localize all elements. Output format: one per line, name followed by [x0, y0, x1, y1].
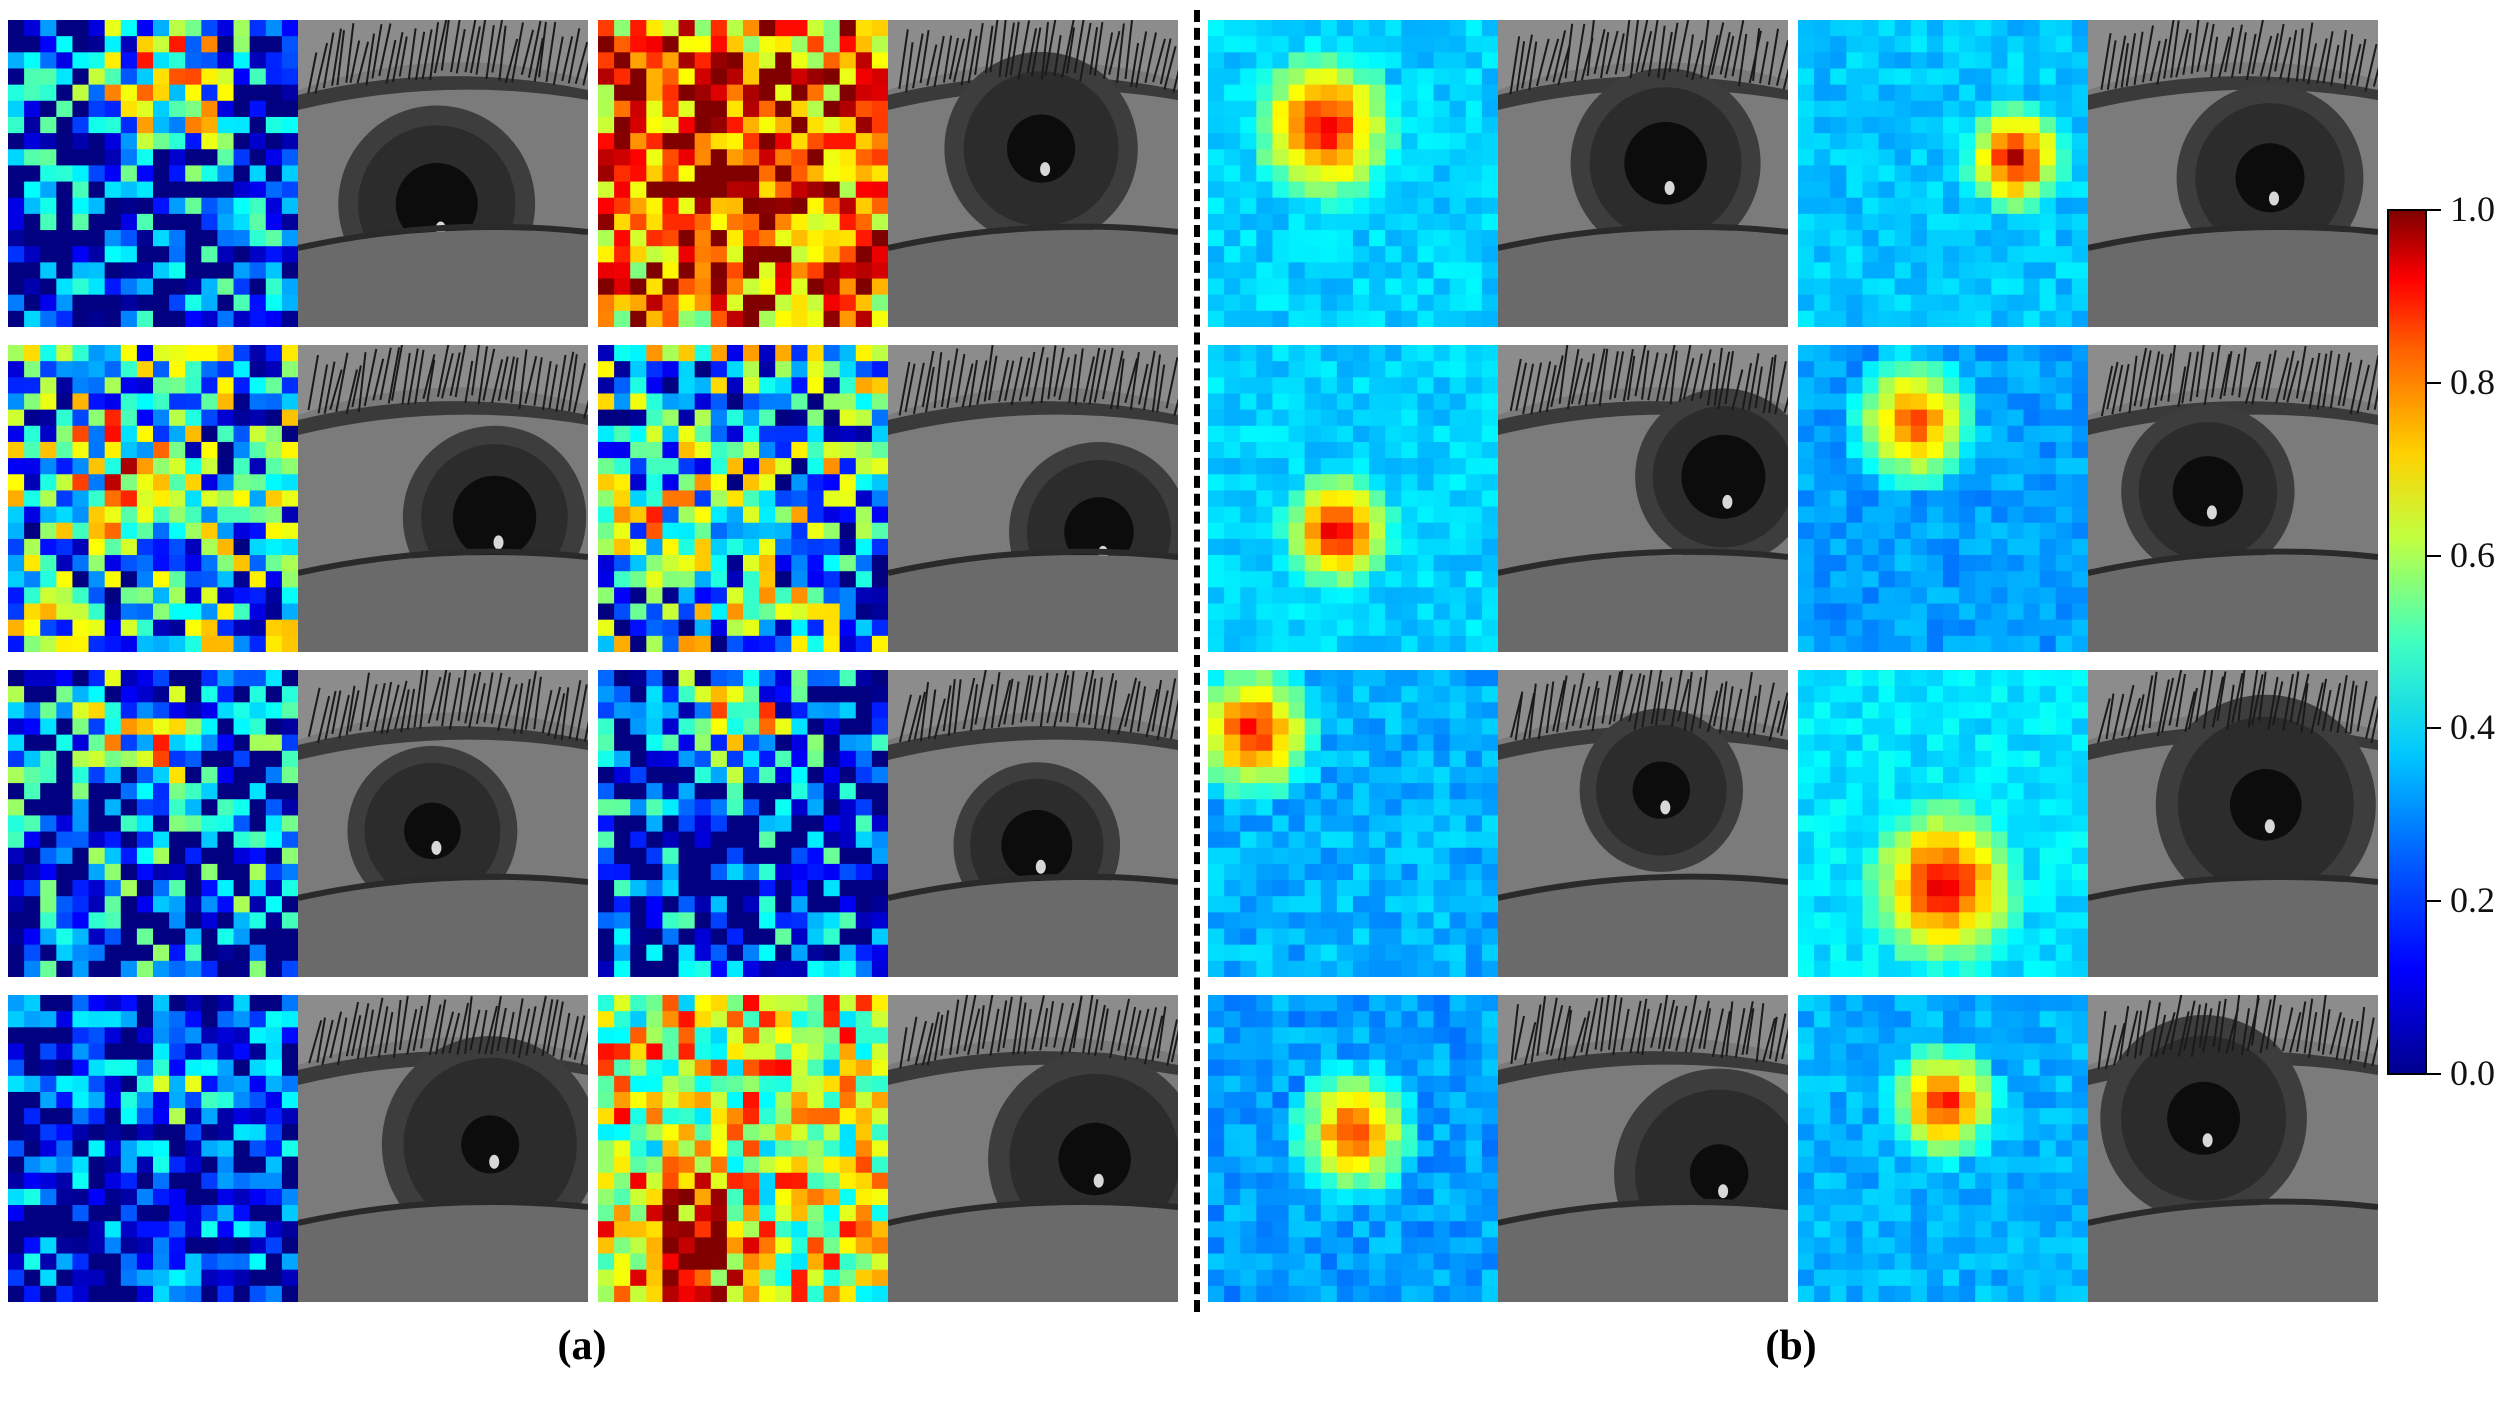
colorbar-tick-label: 0.0	[2450, 1053, 2495, 1093]
group-divider	[1194, 10, 1200, 1312]
eye-image-panel	[298, 20, 588, 327]
colorbar-tick	[2427, 381, 2441, 384]
colorbar-tick-label: 0.2	[2450, 880, 2495, 921]
colorbar-tick	[2427, 727, 2441, 730]
heatmap-panel	[1208, 345, 1498, 652]
heatmap-panel	[1798, 345, 2088, 652]
heatmap-panel	[8, 995, 298, 1302]
heatmap-panel	[1208, 670, 1498, 977]
eye-image-panel	[298, 345, 588, 652]
eye-image-panel	[888, 995, 1178, 1302]
heatmap-panel	[1208, 20, 1498, 327]
eye-image-panel	[1498, 20, 1788, 327]
heatmap-panel	[1798, 995, 2088, 1302]
colorbar-tick-label: 0.8	[2450, 361, 2495, 402]
heatmap-panel	[8, 20, 298, 327]
eye-image-panel	[888, 345, 1178, 652]
colorbar-tick-label: 0.6	[2450, 534, 2495, 575]
eye-image-panel	[1498, 995, 1788, 1302]
caption-a: (a)	[557, 1323, 607, 1369]
colorbar	[2387, 209, 2427, 1075]
heatmap-panel	[598, 670, 888, 977]
heatmap-panel	[1798, 20, 2088, 327]
heatmap-panel	[1798, 670, 2088, 977]
colorbar-tick	[2427, 900, 2441, 903]
heatmap-panel	[8, 345, 298, 652]
eye-image-panel	[2088, 670, 2378, 977]
colorbar-tick	[2427, 554, 2441, 557]
heatmap-panel	[8, 670, 298, 977]
heatmap-panel	[598, 345, 888, 652]
heatmap-panel	[598, 995, 888, 1302]
colorbar-tick	[2427, 209, 2441, 211]
eye-image-panel	[2088, 995, 2378, 1302]
eye-image-panel	[888, 20, 1178, 327]
eye-image-panel	[2088, 20, 2378, 327]
heatmap-panel	[1208, 995, 1498, 1302]
eye-image-panel	[298, 670, 588, 977]
eye-image-panel	[1498, 670, 1788, 977]
eye-image-panel	[888, 670, 1178, 977]
eye-image-panel	[1498, 345, 1788, 652]
eye-image-panel	[2088, 345, 2378, 652]
colorbar-tick-label: 0.4	[2450, 707, 2495, 748]
eye-image-panel	[298, 995, 588, 1302]
heatmap-panel	[598, 20, 888, 327]
caption-b: (b)	[1765, 1323, 1817, 1369]
colorbar-tick-label: 1.0	[2450, 189, 2495, 229]
colorbar-tick	[2427, 1073, 2441, 1075]
